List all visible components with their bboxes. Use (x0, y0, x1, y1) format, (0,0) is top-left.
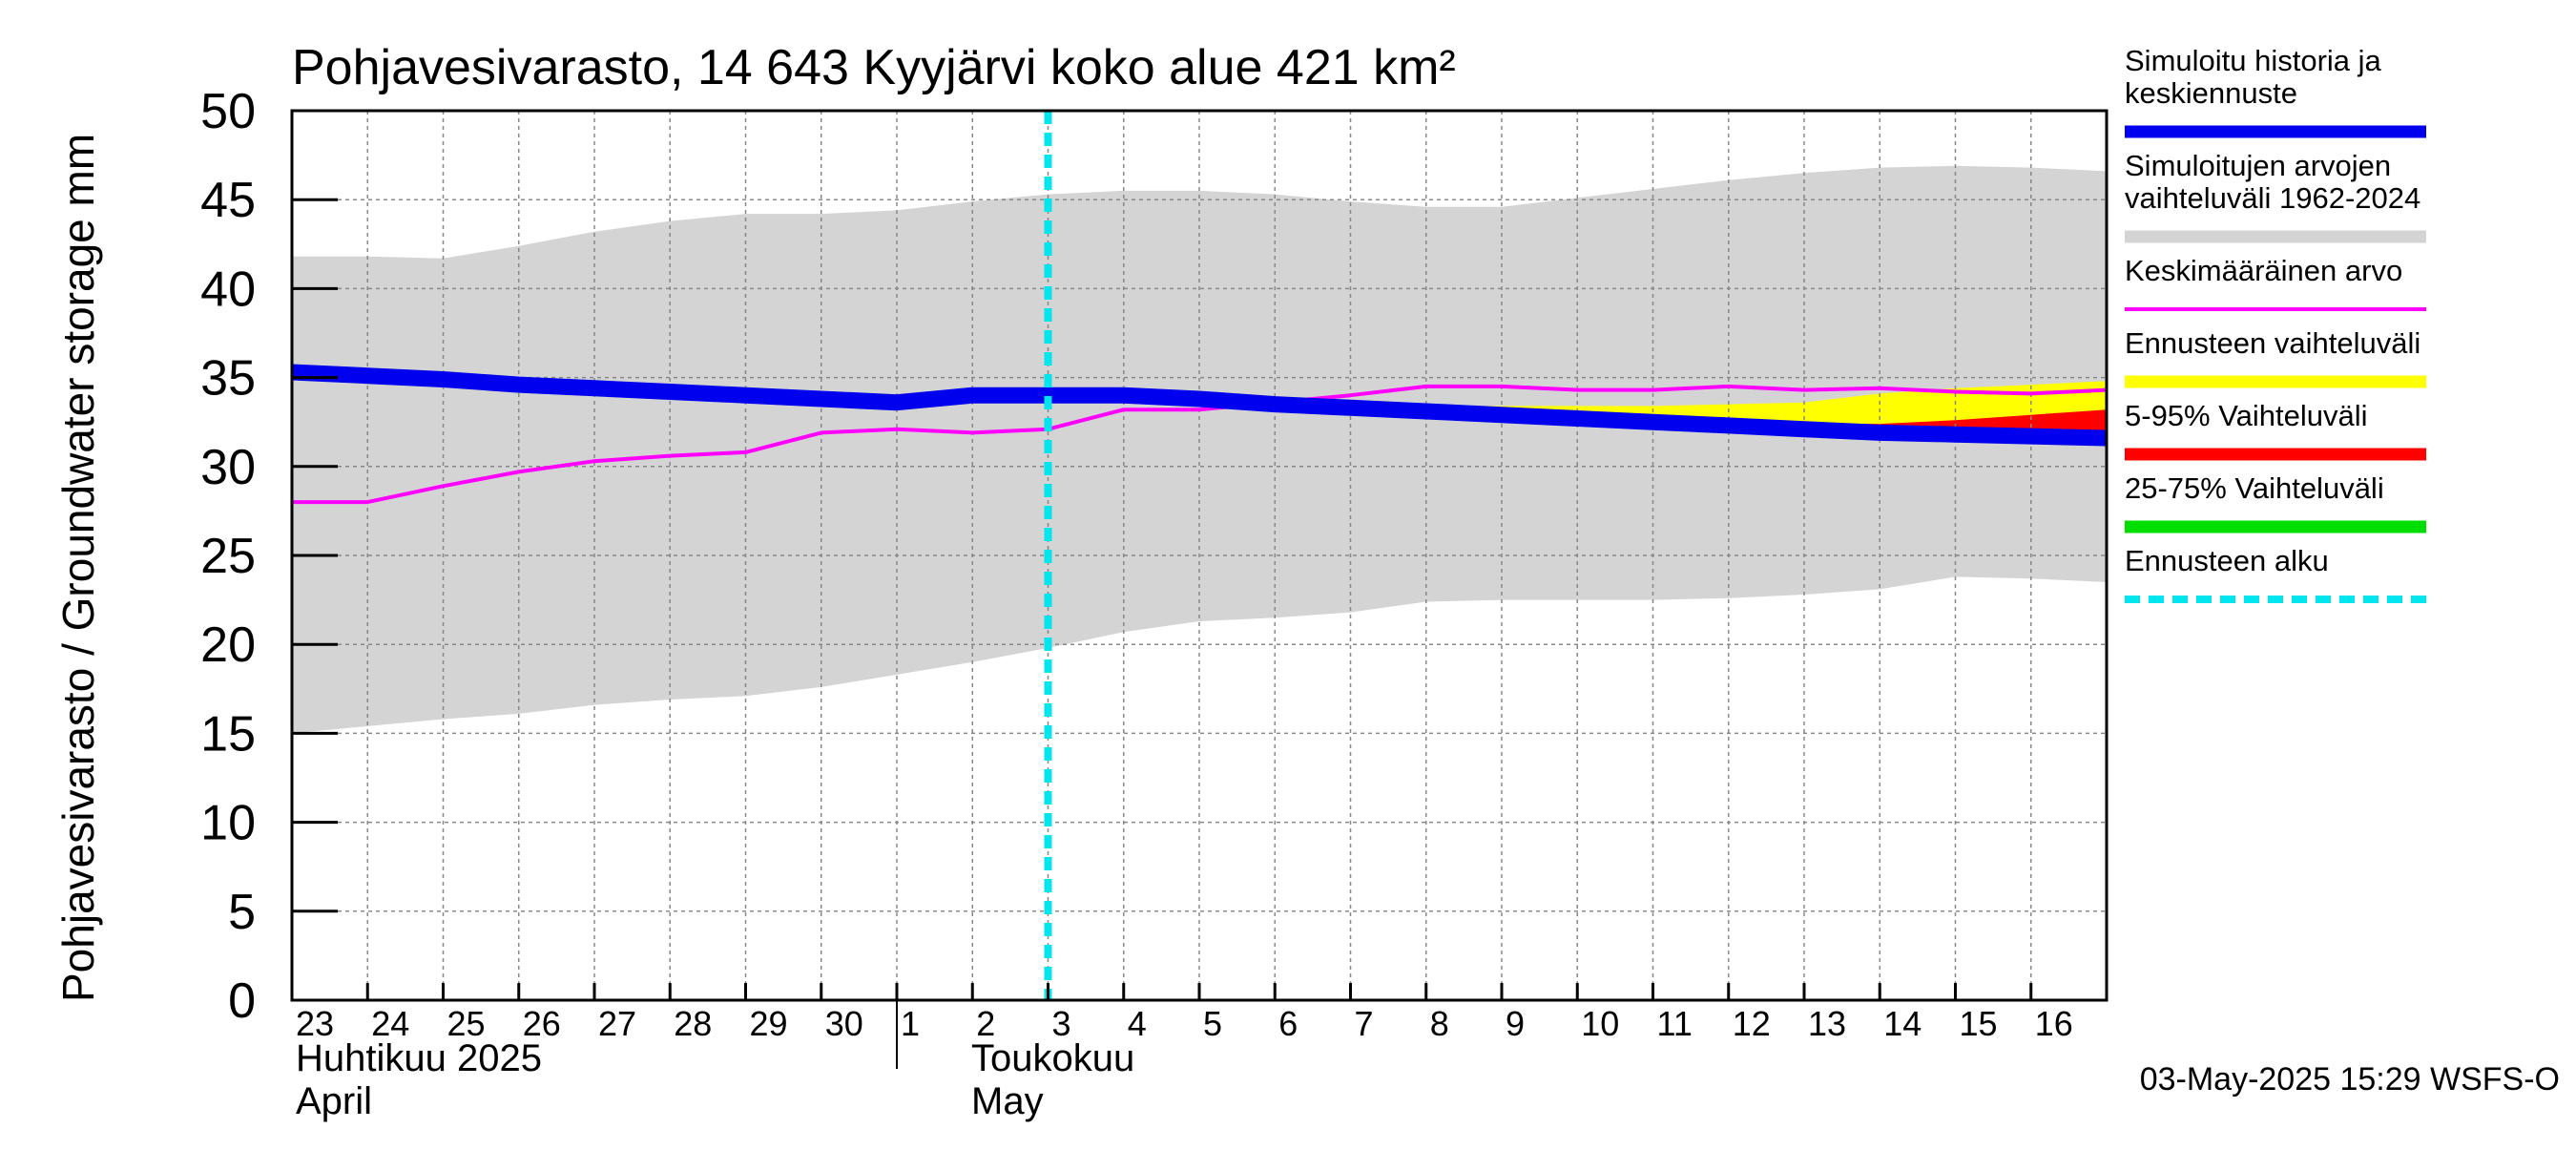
legend-label-simuloitujen-arvojen-vaihteluvali-1962-2024: Simuloitujen arvojen (2125, 149, 2391, 182)
y-tick-label: 50 (200, 84, 256, 139)
y-tick-label: 30 (200, 440, 256, 495)
x-tick-label: 14 (1883, 1004, 1922, 1043)
legend-label-25-75-vaihteluvali: 25-75% Vaihteluväli (2125, 471, 2384, 505)
y-axis-label: Pohjavesivarasto / Groundwater storage m… (53, 134, 103, 1002)
x-tick-label: 15 (1960, 1004, 1998, 1043)
x-tick-label: 8 (1430, 1004, 1449, 1043)
x-tick-label: 26 (523, 1004, 561, 1043)
mean-value-line (292, 384, 2108, 505)
legend-label-simuloitujen-arvojen-vaihteluvali-1962-2024: vaihteluväli 1962-2024 (2125, 181, 2420, 215)
legend-label-5-95-vaihteluvali: 5-95% Vaihteluväli (2125, 399, 2367, 432)
x-tick-label: 3 (1052, 1004, 1071, 1043)
legend-label-keskimaarainen-arvo: Keskimääräinen arvo (2125, 254, 2402, 287)
x-tick-label: 25 (447, 1004, 486, 1043)
y-tick-label: 15 (200, 706, 256, 762)
month-label-fi-april: Huhtikuu 2025 (296, 1037, 542, 1079)
x-tick-label: 16 (2035, 1004, 2073, 1043)
x-tick-label: 29 (750, 1004, 788, 1043)
x-tick-label: 12 (1733, 1004, 1771, 1043)
legend-label-ennusteen-alku: Ennusteen alku (2125, 544, 2329, 577)
x-tick-label: 2 (976, 1004, 995, 1043)
x-tick-label: 1 (901, 1004, 920, 1043)
x-tick-label: 4 (1128, 1004, 1147, 1043)
y-tick-label: 40 (200, 261, 256, 317)
y-tick-label: 0 (228, 973, 256, 1029)
x-tick-label: 9 (1506, 1004, 1525, 1043)
x-tick-label: 7 (1355, 1004, 1374, 1043)
series-lines (291, 111, 2108, 1000)
x-tick-label: 24 (371, 1004, 409, 1043)
timestamp: 03-May-2025 15:29 WSFS-O (2140, 1061, 2560, 1098)
x-tick-label: 28 (674, 1004, 712, 1043)
x-tick-label: 5 (1203, 1004, 1222, 1043)
x-tick-label: 30 (825, 1004, 863, 1043)
chart-title: Pohjavesivarasto, 14 643 Kyyjärvi koko a… (292, 40, 1456, 95)
x-tick-label: 10 (1581, 1004, 1619, 1043)
x-tick-label: 13 (1808, 1004, 1846, 1043)
x-tick-label: 27 (598, 1004, 636, 1043)
y-tick-label: 5 (228, 885, 256, 940)
y-tick-label: 10 (200, 796, 256, 851)
month-label-en-april: April (296, 1080, 372, 1122)
legend-label-ennusteen-vaihteluvali: Ennusteen vaihteluväli (2125, 326, 2420, 360)
x-tick-label: 23 (296, 1004, 334, 1043)
simulated-history-line (291, 364, 2108, 447)
y-tick-label: 25 (200, 529, 256, 584)
x-tick-label: 11 (1657, 1004, 1693, 1043)
x-tick-label: 6 (1278, 1004, 1298, 1043)
grid-lines (291, 110, 2108, 1001)
y-tick-label: 45 (200, 173, 256, 228)
y-tick-label: 35 (200, 351, 256, 407)
month-label-en-may: May (971, 1080, 1044, 1122)
month-label-fi-may: Toukokuu (971, 1037, 1134, 1079)
legend-label-simuloitu-historia-ja-keskiennuste: Simuloitu historia ja (2125, 44, 2382, 77)
legend-label-simuloitu-historia-ja-keskiennuste: keskiennuste (2125, 76, 2297, 110)
y-tick-label: 20 (200, 617, 256, 673)
